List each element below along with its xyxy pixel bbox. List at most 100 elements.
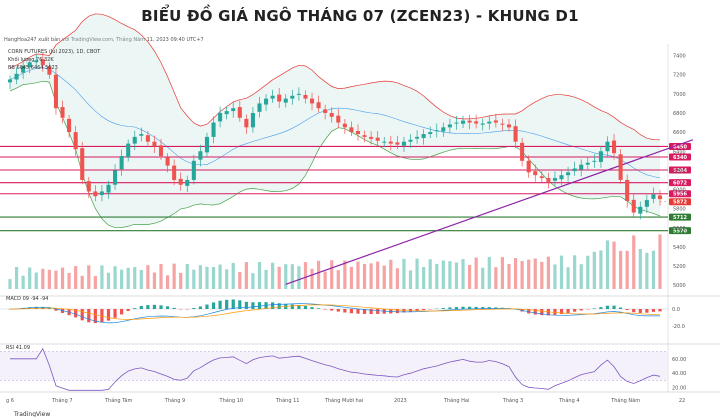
volume-bar [415,258,419,289]
macd-histogram-bar [225,299,229,309]
macd-histogram-bar [369,309,373,315]
volume-bar [467,264,472,289]
candle-body [493,120,498,123]
macd-histogram-bar [448,307,452,309]
macd-histogram-bar [632,309,636,313]
volume-bar [21,275,25,289]
candle-body [612,140,617,154]
macd-histogram-bar [251,302,255,309]
macd-histogram-bar [349,309,354,314]
candle-body [421,134,426,139]
volume-bar [165,275,170,289]
volume-bar [599,250,603,289]
candle-body [277,94,282,102]
macd-histogram-bar [139,305,143,309]
candle-body [47,66,52,75]
volume-bar [658,234,662,289]
candle-body [178,178,183,185]
time-tick-label: Tháng Mười hai [324,397,363,404]
candle-body [139,134,144,136]
candle-body [67,118,72,133]
level-tag [669,142,691,150]
volume-bar [139,269,143,289]
macd-histogram-bar [454,307,459,309]
candle-body [80,148,85,180]
macd-histogram-bar [290,304,294,309]
candle-body [605,141,610,152]
axes: 0.0 -20.0 60.00 40.00 20.00 7400 7200 7000 6800 6… [6,54,686,404]
volume-bar [645,252,649,289]
time-tick-label: 22 [679,398,685,404]
macd-histogram-bar [612,305,616,309]
macd-line [9,303,661,324]
volume-bar [211,266,216,289]
volume-bar [303,262,308,289]
candle-body [34,60,39,63]
volume-bar [461,259,465,289]
candle-body [428,132,433,135]
candle-body [165,157,170,166]
candle-body [362,135,367,137]
volume-bar [559,255,564,289]
volume-bar [146,265,150,289]
volume-bar [106,272,111,289]
volume-bar [369,263,373,289]
macd-histogram-bar [467,306,472,309]
volume-bar [422,267,426,289]
macd-histogram-bar [126,309,130,312]
macd-histogram-bar [362,309,367,314]
time-tick-label: Tháng Hai [443,397,469,404]
volume-bar [205,266,209,289]
volume-bar [244,262,248,289]
volume-bar [376,261,380,289]
macd-histogram-bar [93,309,97,324]
candle-body [559,175,564,180]
candle-body [460,120,466,124]
volume-bar [225,269,229,289]
volume-bar [356,261,360,289]
macd-histogram-bar [605,305,610,309]
price-tick-label: 6200 [673,168,686,174]
macd-histogram-bar [80,309,84,321]
macd-indicator-label: MACD 09 -94 -94 [6,296,48,302]
candle-body [191,160,196,180]
candle-body [454,122,459,124]
macd-histogram-bar [395,309,399,314]
candle-body [40,59,45,66]
volume-bar [290,264,294,289]
volume-bar [14,266,19,289]
candle-body [316,102,321,109]
volume-bar [87,265,91,289]
bb-basis [9,67,661,179]
macd-histogram-bar [152,304,157,309]
price-tick-label: 7000 [673,92,686,98]
macd-histogram-bar [60,309,65,314]
candle-body [644,200,649,207]
candle-body [355,130,361,135]
macd-histogram-bar [310,307,314,309]
level-tag [669,179,691,187]
time-tick-label: Tháng 7 [51,397,72,404]
candles [7,52,663,220]
volume-bar [428,259,432,289]
volume-bar [271,262,275,289]
candle-body [185,179,190,186]
macd-histogram-bar [244,301,248,309]
volume-bar [382,265,386,289]
macd-histogram-bar [74,309,78,318]
candle-body [60,107,65,118]
macd-histogram-bar [651,309,656,312]
candle-body [572,168,577,172]
volume-bar [172,263,176,289]
macd-histogram-bar [461,306,465,309]
price-tick-label: 7200 [673,73,686,79]
volume-bar [336,270,340,289]
volume-bar [113,266,117,289]
last-price-tag [669,198,691,206]
candle-body [566,172,571,176]
bb-indicator-label: BB 6045 6464 5623 [8,65,58,71]
level-label: 5956 [673,192,687,198]
volume-bar [198,265,203,289]
macd-histogram-bar [422,309,426,311]
